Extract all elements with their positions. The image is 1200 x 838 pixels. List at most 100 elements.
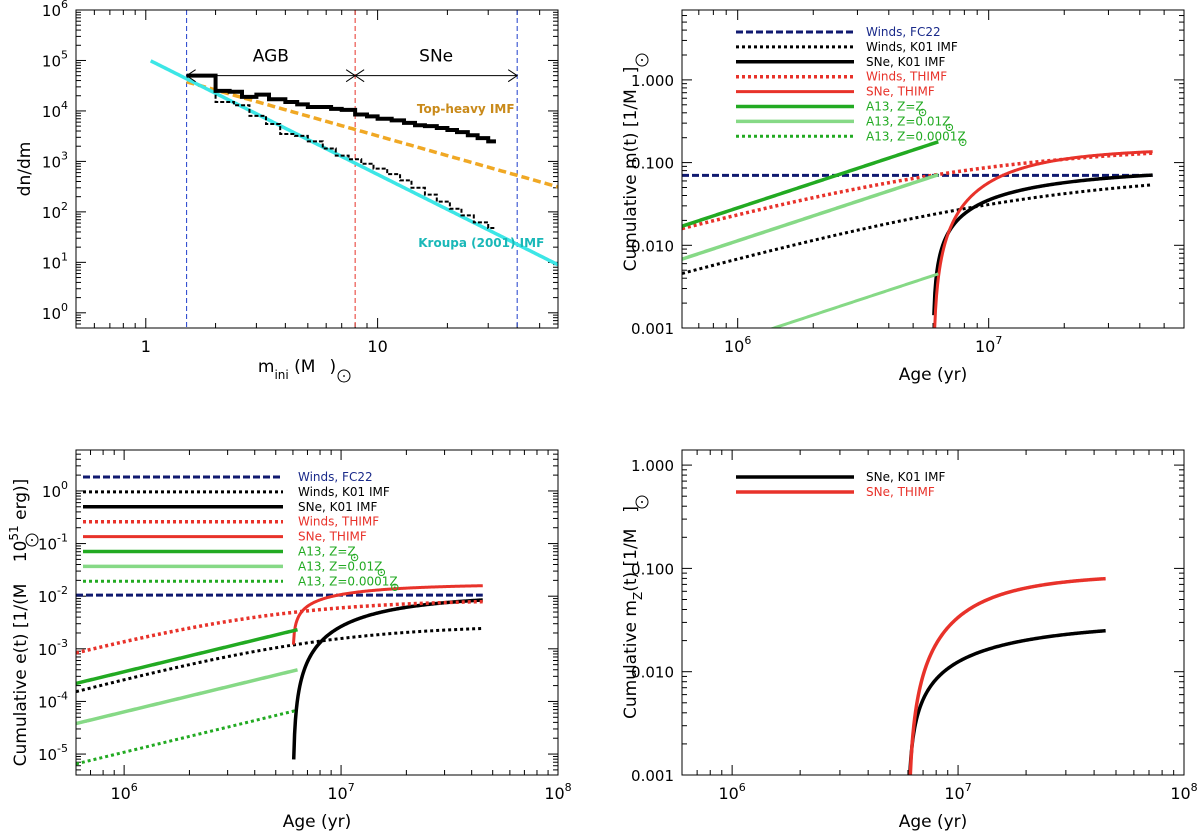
x-axis-label: Age (yr): [899, 365, 968, 385]
y-tick-exp: 0: [61, 479, 68, 492]
y-tick-label: 1.000: [631, 457, 674, 475]
x-tick-base: 10: [724, 337, 744, 356]
x-tick-base: 10: [110, 784, 130, 803]
x-axis-label: mini (M): [258, 357, 336, 382]
x-tick-label: 108: [1170, 781, 1197, 803]
x-tick-exp: 7: [348, 781, 355, 794]
x-tick-label: 106: [724, 334, 751, 356]
y-tick-base: 10: [42, 204, 61, 222]
series-line-winds-k01-imf: [682, 183, 1153, 275]
y-tick-exp: 1: [61, 250, 68, 263]
y-tick-exp: 3: [61, 149, 68, 162]
y-axis-label: dn/dm: [15, 142, 35, 197]
y-tick-label: 101: [42, 250, 68, 272]
range-label: AGB: [253, 47, 289, 67]
legend-label: SNe, THIMF: [298, 530, 367, 544]
y-tick-label: 10-1: [38, 532, 68, 554]
series-line-a13-z-0-01z: [682, 173, 939, 261]
sun-symbol-dot-icon: [353, 556, 356, 559]
x-axis-label: Age (yr): [899, 812, 968, 832]
range-arrow-head-icon: [507, 69, 519, 83]
y-tick-base: 10: [38, 588, 57, 606]
series-line-sne-thimf: [933, 150, 1153, 328]
series-line-kroupa-sample: [186, 74, 496, 229]
plot-frame: [75, 449, 559, 776]
y-axis-label-main: Cumulative m: [621, 600, 641, 719]
sun-symbol-icon: [25, 533, 39, 547]
series-line-a13-z-z: [76, 627, 298, 686]
y-tick-base: 10: [42, 153, 61, 171]
series-line-sne-thimf: [908, 576, 1106, 775]
sun-symbol-icon: [635, 495, 649, 509]
sun-symbol-icon: [350, 553, 359, 562]
legend-label: A13, Z=0.01Z: [298, 559, 382, 573]
y-axis-label: Cumulative m(t) [1/M]: [621, 67, 641, 272]
y-tick-label: 10-3: [38, 637, 68, 659]
legend-label: Winds, FC22: [866, 25, 941, 39]
plot-frame: [681, 9, 1185, 329]
x-tick-exp: 7: [995, 334, 1002, 347]
y-axis-label-rest: (t) [1/M: [621, 529, 641, 592]
y-tick-base: 10: [42, 483, 61, 501]
axis-ticks: [681, 450, 1185, 776]
sun-symbol-icon: [945, 123, 954, 132]
y-tick-label: 106: [42, 0, 68, 20]
sun-symbol-dot-icon: [641, 59, 643, 61]
sun-symbol-icon: [959, 138, 967, 147]
y-tick-base: 10: [38, 746, 57, 764]
x-tick-base: 10: [544, 784, 564, 803]
series-line-a13-z-z: [682, 140, 939, 228]
sun-symbol-dot-icon: [948, 126, 951, 129]
series-line-kroupa-2001-imf: [149, 59, 558, 267]
y-tick-label: 0.010: [631, 237, 674, 255]
sun-symbol-dot-icon: [961, 141, 964, 144]
series-line-sne-thimf: [291, 584, 483, 645]
x-axis-label: Age (yr): [283, 812, 352, 832]
series-group: [76, 584, 483, 766]
y-axis-label-close: ]: [621, 506, 641, 513]
plot-frame: [75, 9, 559, 329]
y-tick-exp: 4: [61, 99, 68, 112]
y-tick-exp: -4: [57, 689, 68, 702]
y-tick-label: 1.000: [631, 72, 674, 90]
x-axis-label-sub: ini: [274, 368, 288, 382]
legend-label: SNe, K01 IMF: [866, 470, 945, 484]
series-line-a13-z-0-0001z: [769, 272, 939, 328]
legend-label: Winds, FC22: [298, 470, 373, 484]
boundary-lines: [186, 10, 518, 328]
y-axis-label-close: ]: [621, 67, 641, 74]
x-tick-label: 106: [718, 781, 745, 803]
y-tick-label: 10-2: [38, 584, 68, 606]
y-axis-label-close: erg)]: [11, 479, 31, 526]
y-tick-exp: 0: [61, 301, 68, 314]
y-tick-label: 104: [42, 99, 68, 121]
legend-label: A13, Z=0.0001Z: [866, 129, 966, 143]
series-line-sne-k01-imf: [908, 628, 1106, 775]
x-tick-exp: 8: [565, 781, 572, 794]
x-tick-base: 10: [944, 784, 964, 803]
y-tick-exp: -1: [57, 532, 68, 545]
series-line-sne-k01-imf: [291, 598, 483, 760]
sun-symbol-dot-icon: [393, 586, 396, 589]
legend-label: A13, Z=0.01Z: [866, 114, 950, 128]
sun-symbol-icon: [337, 369, 351, 383]
y-tick-label: 0.100: [631, 560, 674, 578]
x-axis-label-main: m: [258, 357, 275, 377]
x-tick-exp: 6: [131, 781, 138, 794]
legend-label: A13, Z=Z: [298, 545, 356, 559]
y-tick-label: 0.001: [631, 320, 674, 338]
y-tick-label: 100: [42, 301, 68, 323]
x-tick-label: 107: [975, 334, 1002, 356]
range-arrow-head-icon: [185, 69, 196, 83]
x-tick-label: 10: [367, 337, 387, 356]
series-line-a13-z-0-0001z: [76, 708, 298, 766]
legend-label: SNe, K01 IMF: [866, 55, 945, 69]
y-axis-label-main: Cumulative m(t) [1/M: [621, 89, 641, 271]
y-tick-label: 0.001: [631, 767, 674, 785]
y-tick-base: 10: [42, 2, 61, 20]
legend-label: Winds, K01 IMF: [866, 40, 958, 54]
